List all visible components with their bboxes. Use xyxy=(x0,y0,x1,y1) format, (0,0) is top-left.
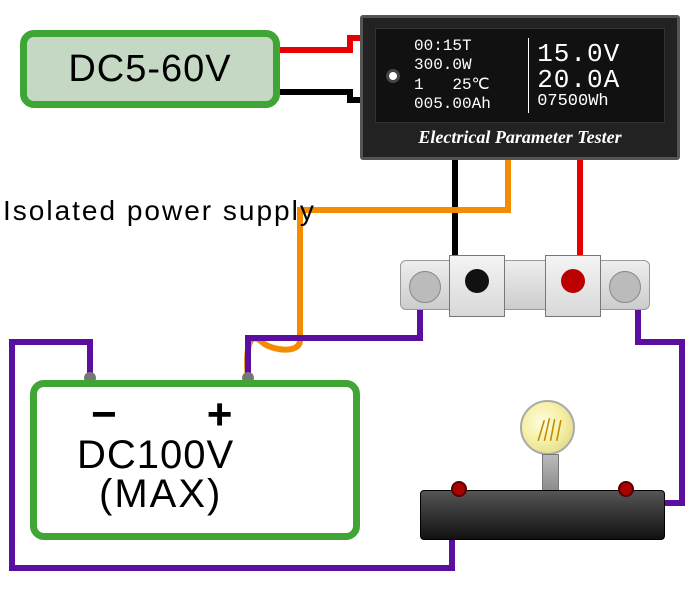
tester-caption: Electrical Parameter Tester xyxy=(375,127,665,148)
tester-button[interactable] xyxy=(386,69,400,83)
tester-temp: 1 25℃ xyxy=(414,76,520,95)
shunt-resistor xyxy=(400,260,650,310)
parameter-tester: 00:15T 300.0W 1 25℃ 005.00Ah 15.0V 20.0A… xyxy=(360,15,680,160)
isolated-supply-label: Isolated power supply xyxy=(3,195,316,227)
battery-box: − + DC100V (MAX) xyxy=(30,380,360,540)
tester-current: 20.0A xyxy=(537,67,654,93)
tester-time: 00:15T xyxy=(414,37,520,56)
shunt-terminal-pos xyxy=(561,269,585,293)
tester-right-column: 15.0V 20.0A 07500Wh xyxy=(537,41,654,110)
lamp-base xyxy=(420,490,665,540)
tester-power: 300.0W xyxy=(414,56,520,75)
tester-screen: 00:15T 300.0W 1 25℃ 005.00Ah 15.0V 20.0A… xyxy=(375,28,665,123)
lamp-terminal-left xyxy=(451,481,467,497)
bulb-filament-icon xyxy=(534,414,565,445)
tester-divider xyxy=(528,38,529,113)
battery-neg-symbol: − xyxy=(91,393,117,437)
shunt-terminal-neg xyxy=(465,269,489,293)
power-supply-box: DC5-60V xyxy=(20,30,280,108)
tester-left-column: 00:15T 300.0W 1 25℃ 005.00Ah xyxy=(414,37,520,114)
battery-pos-symbol: + xyxy=(207,393,233,437)
power-supply-label: DC5-60V xyxy=(68,48,231,91)
tester-ah: 005.00Ah xyxy=(414,95,520,114)
tester-energy: 07500Wh xyxy=(537,93,654,110)
tester-voltage: 15.0V xyxy=(537,41,654,67)
lamp-terminal-right xyxy=(618,481,634,497)
lamp-bulb xyxy=(520,400,575,455)
battery-max-label: (MAX) xyxy=(55,472,335,517)
